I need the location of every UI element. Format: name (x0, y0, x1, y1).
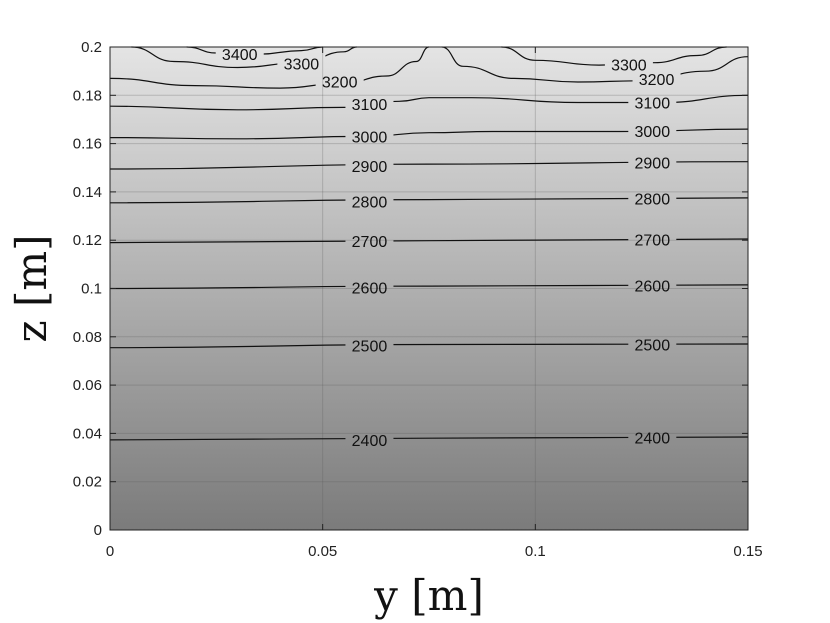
contour-label-text: 3300 (611, 57, 647, 74)
contour-label-2700: 2700 (635, 233, 671, 250)
contour-label-text: 2700 (352, 234, 388, 251)
contour-label-2500: 2500 (635, 337, 671, 354)
x-axis-ticks: 0 0.05 0.1 0.15 (106, 47, 763, 560)
contour-line-3000 (109, 128, 749, 140)
y-tick-label: 0 (94, 522, 102, 539)
contour-line-2500 (109, 343, 749, 349)
x-tick-label: 0.1 (525, 543, 546, 560)
contour-line-3200 (441, 46, 749, 83)
x-tick-label: 0.05 (308, 543, 337, 560)
contour-label-text: 2400 (352, 433, 388, 450)
contour-label-3400: 3400 (222, 47, 258, 64)
contour-lines (109, 46, 749, 441)
contour-label-2500: 2500 (352, 339, 388, 356)
contour-line-2800 (109, 197, 749, 204)
contour-line-2400 (109, 436, 749, 441)
x-tick-label: 0.15 (733, 543, 762, 560)
contour-label-2400: 2400 (352, 433, 388, 450)
contour-line-3200 (109, 46, 430, 89)
contour-label-text: 3200 (322, 74, 358, 91)
contour-label-text: 3100 (352, 97, 388, 114)
contour-line-3300 (501, 46, 727, 66)
contour-label-text: 2900 (635, 155, 671, 172)
contour-label-text: 2600 (635, 278, 671, 295)
y-tick-label: 0.2 (81, 39, 102, 56)
contour-label-text: 3000 (352, 129, 388, 146)
contour-label-2800: 2800 (352, 194, 388, 211)
contour-label-text: 3400 (222, 47, 258, 64)
contour-line-2600 (109, 284, 749, 290)
y-tick-label: 0.02 (73, 474, 102, 491)
y-tick-label: 0.18 (73, 87, 102, 104)
contour-label-text: 3200 (639, 72, 675, 89)
contour-line-2900 (109, 161, 749, 170)
y-tick-label: 0.14 (73, 184, 102, 201)
contour-label-text: 2500 (352, 339, 388, 356)
contour-label-text: 3300 (284, 56, 320, 73)
contour-label-3300: 3300 (611, 57, 647, 74)
contour-label-3000: 3000 (635, 124, 671, 141)
y-tick-label: 0.12 (73, 232, 102, 249)
grid-lines (110, 47, 748, 530)
contour-label-2800: 2800 (635, 192, 671, 209)
contour-line-2700 (109, 238, 749, 244)
y-tick-label: 0.16 (73, 136, 102, 153)
contour-label-2400: 2400 (635, 431, 671, 448)
contour-line-3100 (109, 94, 749, 111)
contour-label-text: 2800 (635, 192, 671, 209)
contour-label-3200: 3200 (322, 74, 358, 91)
contour-label-text: 2400 (635, 431, 671, 448)
contour-label-text: 2600 (352, 281, 388, 298)
contour-label-text: 3100 (635, 96, 671, 113)
contour-label-2900: 2900 (635, 155, 671, 172)
x-axis-label: y [m] (373, 571, 484, 620)
contour-label-3000: 3000 (352, 129, 388, 146)
contour-labels: 2400 2400 2500 2500 2600 2600 2700 2700 2800 2800… (222, 47, 675, 450)
y-tick-label: 0.04 (73, 425, 102, 442)
contour-line-3400 (186, 46, 323, 55)
contour-label-2700: 2700 (352, 234, 388, 251)
contour-label-3100: 3100 (352, 97, 388, 114)
y-axis-label: z [m] (7, 234, 56, 342)
y-axis-ticks: 0 0.02 0.04 0.06 0.08 0.1 0.12 0.14 0.16 0.18 0.2 (73, 39, 748, 539)
contour-label-3300: 3300 (284, 56, 320, 73)
contour-label-text: 2700 (635, 233, 671, 250)
contour-label-2900: 2900 (352, 159, 388, 176)
x-tick-label: 0 (106, 543, 114, 560)
y-tick-label: 0.1 (81, 281, 102, 298)
y-tick-label: 0.06 (73, 377, 102, 394)
contour-label-2600: 2600 (635, 278, 671, 295)
contour-label-text: 2900 (352, 159, 388, 176)
contour-label-text: 2800 (352, 194, 388, 211)
contour-label-text: 2500 (635, 337, 671, 354)
contour-label-3100: 3100 (635, 96, 671, 113)
contour-label-3200: 3200 (639, 72, 675, 89)
contour-line-3300 (131, 46, 357, 69)
contour-label-2600: 2600 (352, 281, 388, 298)
y-tick-label: 0.08 (73, 329, 102, 346)
contour-label-text: 3000 (635, 124, 671, 141)
